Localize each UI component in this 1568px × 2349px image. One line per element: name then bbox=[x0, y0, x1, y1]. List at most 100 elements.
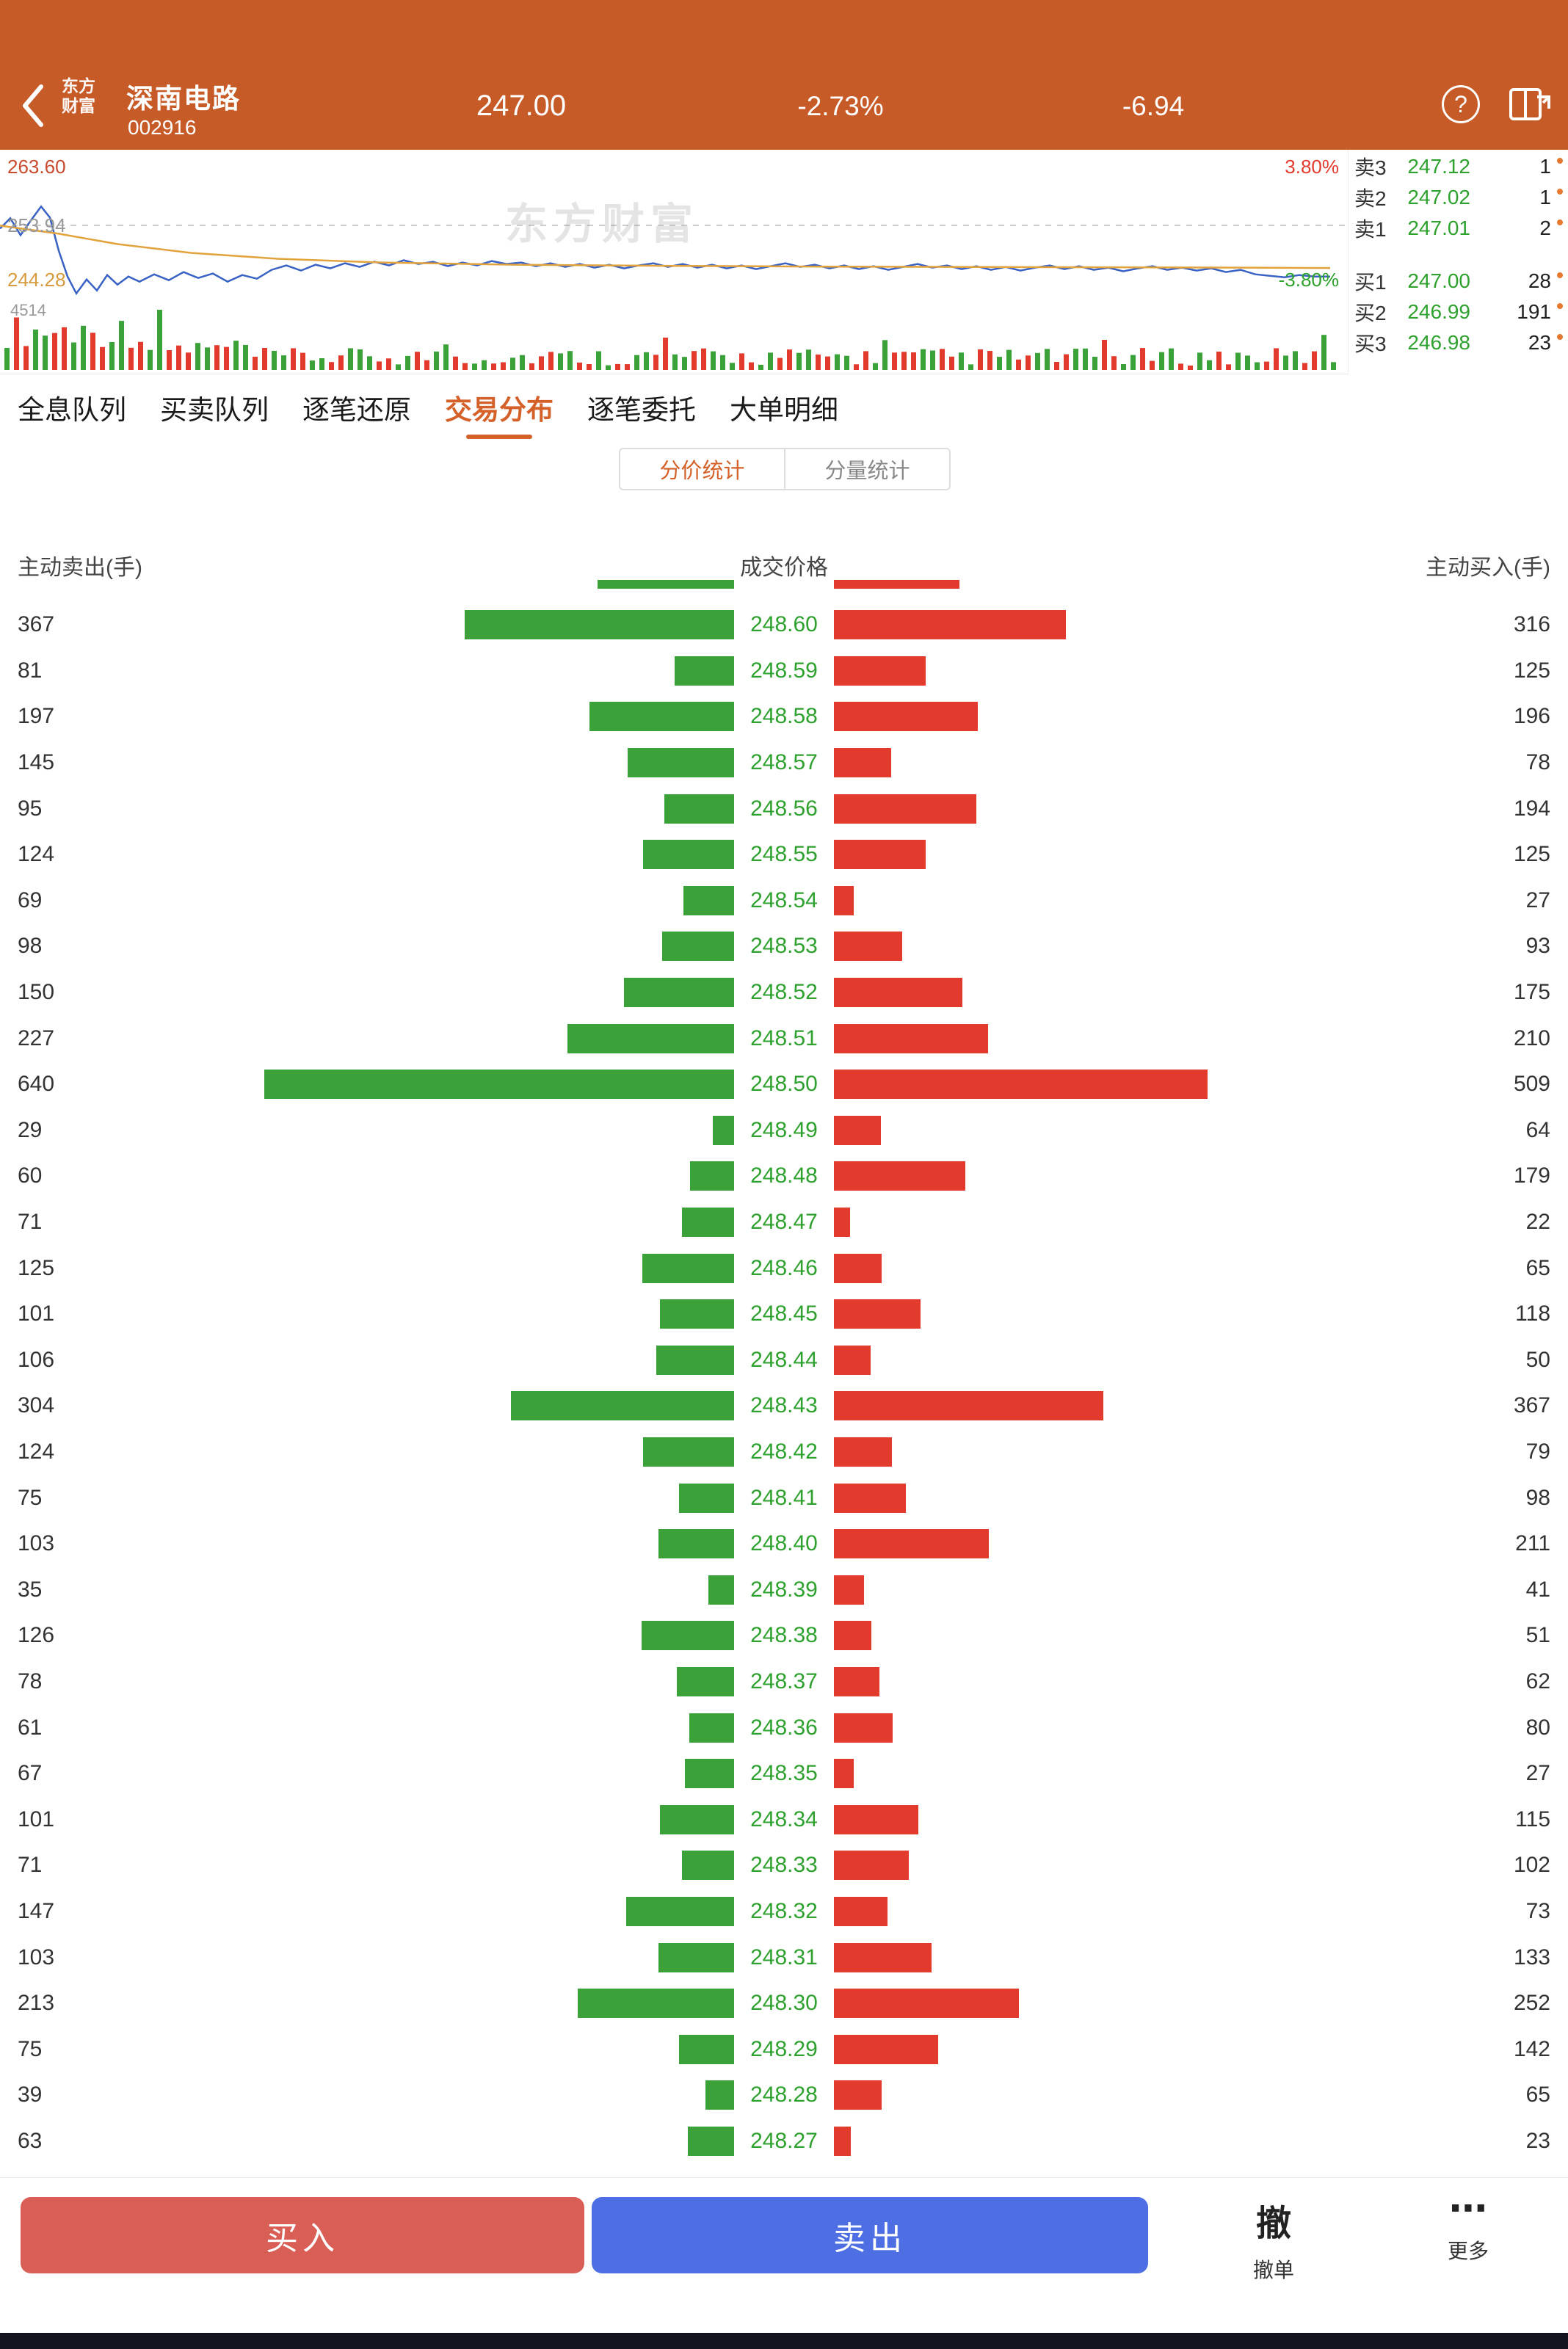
action-bar: 买入 卖出 撤 撤单 ⋯ 更多 bbox=[0, 2177, 1568, 2333]
sell-volume: 75 bbox=[18, 1485, 43, 1510]
price-label: 248.37 bbox=[750, 1669, 818, 1693]
bid-label: 买3 bbox=[1354, 333, 1387, 355]
buy-bar bbox=[834, 1666, 879, 1696]
sell-bar bbox=[578, 1989, 734, 2019]
bid-label: 买1 bbox=[1354, 271, 1387, 294]
price-label: 248.51 bbox=[750, 1025, 818, 1050]
help-icon[interactable]: ? bbox=[1442, 85, 1480, 123]
sell-volume: 71 bbox=[18, 1853, 43, 1878]
buy-bar bbox=[834, 1713, 893, 1743]
toggle-volume-stats[interactable]: 分量统计 bbox=[784, 449, 949, 489]
bid-price: 247.00 bbox=[1407, 269, 1470, 292]
sell-volume: 640 bbox=[18, 1072, 55, 1097]
tab-bar: 全息队列 买卖队列 逐笔还原 交易分布 逐笔委托 大单明细 bbox=[0, 374, 1568, 440]
sell-volume: 124 bbox=[18, 1439, 55, 1464]
ask-label: 卖2 bbox=[1354, 187, 1387, 210]
sell-bar bbox=[643, 840, 734, 870]
ask-qty: 1 bbox=[1539, 186, 1551, 208]
price-level-row: 227 248.51 210 bbox=[0, 1015, 1568, 1061]
bid-price: 246.98 bbox=[1407, 331, 1470, 354]
tab-holo-queue[interactable]: 全息队列 bbox=[18, 395, 126, 425]
price-label: 248.54 bbox=[750, 887, 818, 912]
price-level-row: 35 248.39 41 bbox=[0, 1566, 1568, 1613]
sell-volume: 67 bbox=[18, 1761, 43, 1786]
buy-volume: 51 bbox=[1525, 1623, 1550, 1648]
tab-bid-ask-queue[interactable]: 买卖队列 bbox=[160, 395, 269, 425]
price-label: 248.60 bbox=[750, 612, 818, 637]
buy-button[interactable]: 买入 bbox=[21, 2197, 584, 2273]
sell-volume: 61 bbox=[18, 1715, 43, 1740]
buy-bar bbox=[834, 1253, 882, 1283]
buy-bar bbox=[834, 978, 962, 1008]
sell-bar bbox=[677, 1666, 734, 1696]
buy-bar bbox=[834, 1529, 989, 1559]
buy-bar bbox=[834, 1483, 906, 1513]
buy-bar bbox=[834, 1437, 892, 1467]
buy-volume: 22 bbox=[1525, 1210, 1550, 1235]
more-button[interactable]: ⋯ 更多 bbox=[1413, 2188, 1523, 2265]
buy-volume: 211 bbox=[1515, 1531, 1550, 1556]
price-label: 248.33 bbox=[750, 1853, 818, 1878]
sell-volume: 98 bbox=[18, 934, 43, 959]
tab-tick-restore[interactable]: 逐笔还原 bbox=[302, 395, 411, 425]
bid-row-1[interactable]: 买1 247.00 28 bbox=[1349, 266, 1568, 297]
price-level-row: 125 248.46 65 bbox=[0, 1245, 1568, 1291]
intraday-chart-section: 东方财富 263.60 253.94 244.28 3.80% -3.80% 4… bbox=[0, 150, 1568, 374]
price-label: 248.53 bbox=[750, 934, 818, 959]
price-label: 248.43 bbox=[750, 1393, 818, 1418]
tab-tick-orders[interactable]: 逐笔委托 bbox=[587, 395, 696, 425]
tab-big-order-detail[interactable]: 大单明细 bbox=[730, 395, 838, 425]
buy-bar bbox=[834, 702, 978, 732]
split-view-icon[interactable] bbox=[1508, 82, 1553, 130]
sell-bar bbox=[689, 1713, 734, 1743]
ask-row-1[interactable]: 卖1 247.01 2 bbox=[1349, 213, 1568, 244]
bid-row-2[interactable]: 买2 246.99 191 bbox=[1349, 297, 1568, 327]
clipped-row bbox=[0, 580, 1568, 595]
bid-price: 246.99 bbox=[1407, 300, 1470, 323]
more-label: 更多 bbox=[1447, 2240, 1489, 2262]
sell-bar bbox=[642, 1621, 734, 1651]
sell-bar bbox=[664, 794, 734, 824]
back-icon[interactable] bbox=[15, 79, 53, 132]
ask-row-2[interactable]: 卖2 247.02 1 bbox=[1349, 182, 1568, 213]
buy-volume: 62 bbox=[1525, 1669, 1550, 1693]
price-level-row: 101 248.34 115 bbox=[0, 1796, 1568, 1842]
sell-volume: 197 bbox=[18, 704, 55, 729]
sell-button[interactable]: 卖出 bbox=[592, 2197, 1148, 2273]
buy-bar bbox=[834, 1208, 850, 1238]
price-level-row: 75 248.41 98 bbox=[0, 1475, 1568, 1521]
buy-volume: 115 bbox=[1515, 1807, 1550, 1831]
toggle-price-stats[interactable]: 分价统计 bbox=[659, 460, 745, 483]
price-label: 248.57 bbox=[750, 750, 818, 775]
axis-high-percent: 3.80% bbox=[1285, 156, 1339, 178]
buy-volume: 175 bbox=[1513, 980, 1550, 1005]
ask-row-3[interactable]: 卖3 247.12 1 bbox=[1349, 151, 1568, 182]
price-level-row: 101 248.45 118 bbox=[0, 1291, 1568, 1337]
app-logo-line1: 东方 bbox=[62, 76, 95, 95]
ask-label: 卖1 bbox=[1354, 218, 1387, 241]
price-level-row: 213 248.30 252 bbox=[0, 1981, 1568, 2027]
order-book: 卖3 247.12 1 卖2 247.02 1 卖1 247.01 2 买1 2… bbox=[1348, 150, 1568, 374]
price-level-row: 126 248.38 51 bbox=[0, 1613, 1568, 1659]
buy-bar bbox=[834, 1391, 1103, 1421]
price-label: 248.39 bbox=[750, 1577, 818, 1602]
tab-trade-distribution[interactable]: 交易分布 bbox=[445, 376, 553, 439]
buy-volume: 133 bbox=[1513, 1945, 1550, 1969]
buy-bar bbox=[834, 1070, 1208, 1100]
bid-row-3[interactable]: 买3 246.98 23 bbox=[1349, 327, 1568, 358]
buy-volume: 23 bbox=[1525, 2128, 1550, 2153]
cancel-order-button[interactable]: 撤 撤单 bbox=[1219, 2194, 1329, 2284]
buy-volume: 509 bbox=[1513, 1072, 1550, 1097]
price-label: 248.27 bbox=[750, 2128, 818, 2153]
ask-price: 247.02 bbox=[1407, 186, 1470, 208]
sell-volume: 103 bbox=[18, 1531, 55, 1556]
price-label: 248.49 bbox=[750, 1117, 818, 1142]
sell-volume: 227 bbox=[18, 1025, 55, 1050]
sell-bar bbox=[656, 1345, 734, 1375]
price-level-row: 145 248.57 78 bbox=[0, 740, 1568, 786]
sell-volume: 125 bbox=[18, 1255, 55, 1280]
price-level-row: 106 248.44 50 bbox=[0, 1337, 1568, 1384]
intraday-chart[interactable] bbox=[0, 150, 1348, 374]
price-level-row: 640 248.50 509 bbox=[0, 1061, 1568, 1108]
buy-bar bbox=[834, 1345, 871, 1375]
